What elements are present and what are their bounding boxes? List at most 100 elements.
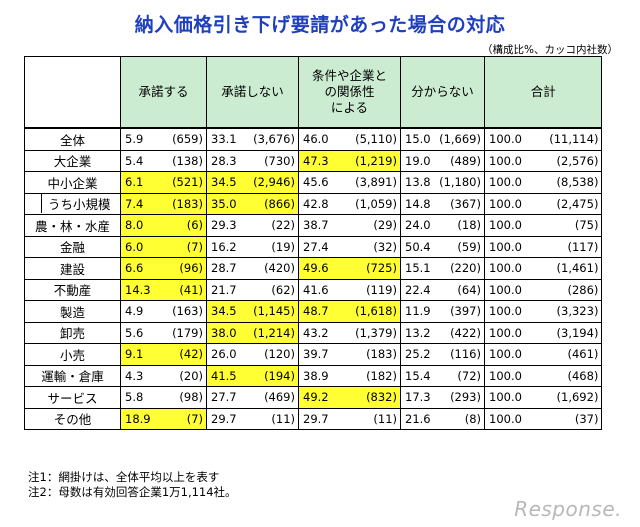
row-label: 建設 [24,257,121,280]
percent-cell: 29.7 [206,407,243,430]
percent-cell: 5.4 [120,149,157,172]
response-logo: Response. [514,497,622,521]
count-cell: (120) [242,343,299,366]
percent-cell: 11.9 [400,300,437,323]
count-cell: (98) [156,386,207,409]
percent-cell: 39.7 [298,343,335,366]
percent-cell: 49.2 [298,386,335,409]
table-row: 大企業 5.4 (138) 28.3 (730) 47.3 (1,219) 19.0 (489)… [24,149,603,172]
percent-cell: 15.1 [400,257,437,280]
count-cell: (163) [156,300,207,323]
percent-cell: 29.3 [206,214,243,237]
count-cell: (3,676) [242,127,299,151]
count-cell: (7) [156,235,207,258]
row-label: うち小規模 [24,192,121,215]
percent-cell: 29.7 [298,407,335,430]
note-line: 注2：母数は有効回答企業1万1,114社。 [28,485,237,499]
percent-cell: 45.6 [298,171,335,194]
count-cell: (397) [436,300,485,323]
count-cell: (286) [521,278,603,301]
count-cell: (119) [334,278,401,301]
percent-cell: 43.2 [298,321,335,344]
table-row: その他 18.9 (7) 29.7 (11) 29.7 (11) 21.6 (8) 100.0 (3… [24,407,603,430]
percent-cell: 47.3 [298,149,335,172]
header-cell: 合計 [483,56,603,129]
count-cell: (832) [334,386,401,409]
table-row: 小売 9.1 (42) 26.0 (120) 39.7 (183) 25.2 (116) 100.… [24,343,603,366]
percent-cell: 9.1 [120,343,157,366]
count-cell: (1,219) [334,149,401,172]
percent-cell: 6.6 [120,257,157,280]
percent-cell: 35.0 [206,192,243,215]
table-row: 金融 6.0 (7) 16.2 (19) 27.4 (32) 50.4 (59) 100.0 (11… [24,235,603,258]
table-row: 製造 4.9 (163) 34.5 (1,145) 48.7 (1,618) 11.9 (397… [24,300,603,323]
percent-cell: 4.9 [120,300,157,323]
percent-cell: 100.0 [483,407,522,430]
table-row: 農・林・水産 8.0 (6) 29.3 (22) 38.7 (29) 24.0 (18) 100.… [24,214,603,237]
header-cell: 分からない [400,56,485,129]
count-cell: (1,692) [521,386,603,409]
count-cell: (11) [242,407,299,430]
count-cell: (1,379) [334,321,401,344]
percent-cell: 7.4 [120,192,157,215]
percent-cell: 100.0 [483,214,522,237]
percent-cell: 34.5 [206,171,243,194]
row-label: 運輸・倉庫 [24,364,121,387]
percent-cell: 15.0 [400,127,437,151]
row-label: 卸売 [24,321,121,344]
count-cell: (72) [436,364,485,387]
percent-cell: 4.3 [120,364,157,387]
count-cell: (469) [242,386,299,409]
header-cell: 承諾する [120,56,207,129]
percent-cell: 100.0 [483,171,522,194]
count-cell: (5,110) [334,127,401,151]
percent-cell: 27.4 [298,235,335,258]
percent-cell: 5.6 [120,321,157,344]
percent-cell: 100.0 [483,386,522,409]
table-row: 建設 6.6 (96) 28.7 (420) 49.6 (725) 15.1 (220) 100.… [24,257,603,280]
count-cell: (8,538) [521,171,603,194]
count-cell: (422) [436,321,485,344]
count-cell: (659) [156,127,207,151]
count-cell: (64) [436,278,485,301]
percent-cell: 28.3 [206,149,243,172]
count-cell: (293) [436,386,485,409]
count-cell: (182) [334,364,401,387]
count-cell: (183) [156,192,207,215]
table-row: うち小規模 7.4 (183) 35.0 (866) 42.8 (1,059) 14.8 (36… [24,192,603,215]
row-label-text: うち小規模 [41,194,111,214]
table-row: 不動産 14.3 (41) 21.7 (62) 41.6 (119) 22.4 (64) 100.… [24,278,603,301]
note-line: 注1：網掛けは、全体平均以上を表す [28,470,220,484]
count-cell: (461) [521,343,603,366]
count-cell: (1,214) [242,321,299,344]
count-cell: (37) [521,407,603,430]
percent-cell: 6.0 [120,235,157,258]
count-cell: (18) [436,214,485,237]
percent-cell: 13.8 [400,171,437,194]
count-cell: (2,946) [242,171,299,194]
count-cell: (1,059) [334,192,401,215]
percent-cell: 100.0 [483,364,522,387]
percent-cell: 8.0 [120,214,157,237]
row-label: 全体 [24,127,121,151]
percent-cell: 16.2 [206,235,243,258]
count-cell: (2,475) [521,192,603,215]
percent-cell: 6.1 [120,171,157,194]
percent-cell: 50.4 [400,235,437,258]
percent-cell: 25.2 [400,343,437,366]
table-row: 全体 5.9 (659) 33.1 (3,676) 46.0 (5,110) 15.0 (1,6… [24,127,603,151]
percent-cell: 100.0 [483,343,522,366]
row-label: 不動産 [24,278,121,301]
count-cell: (11) [334,407,401,430]
count-cell: (3,323) [521,300,603,323]
count-cell: (7) [156,407,207,430]
count-cell: (117) [521,235,603,258]
row-label: 製造 [24,300,121,323]
percent-cell: 100.0 [483,321,522,344]
percent-cell: 100.0 [483,300,522,323]
percent-cell: 41.6 [298,278,335,301]
count-cell: (116) [436,343,485,366]
count-cell: (138) [156,149,207,172]
count-cell: (22) [242,214,299,237]
percent-cell: 17.3 [400,386,437,409]
